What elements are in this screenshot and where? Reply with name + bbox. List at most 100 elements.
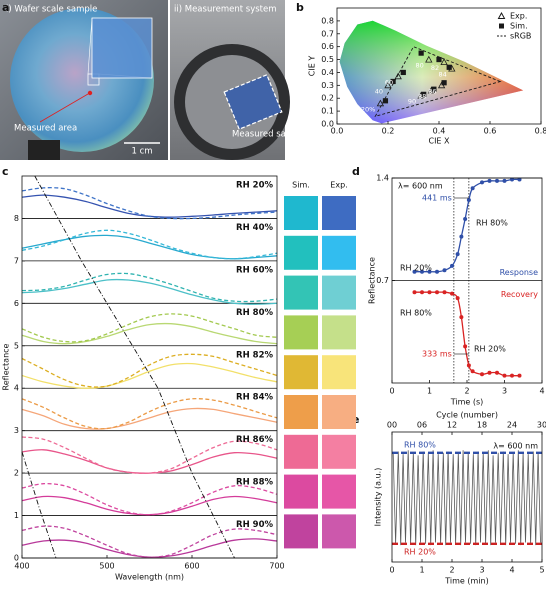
x-tick-label: 0.2 xyxy=(382,127,395,136)
sim-point xyxy=(446,64,452,70)
panel-label: c xyxy=(2,165,9,178)
data-point xyxy=(427,290,432,295)
exp-swatch xyxy=(322,514,356,549)
x-tick-label: 0.6 xyxy=(484,127,497,136)
sim-curve xyxy=(21,362,278,389)
x-tick-label: 600 xyxy=(184,562,199,571)
y-tick-label: 0.3 xyxy=(321,81,334,90)
panel-label: a xyxy=(2,1,9,14)
point-label: 60 xyxy=(385,78,393,86)
y-tick-label: 0.0 xyxy=(321,120,334,129)
point-label: 88 xyxy=(418,92,426,100)
series-label: Response xyxy=(500,268,539,277)
y-tick-label: 0.2 xyxy=(321,94,334,103)
level-label: RH 20% xyxy=(404,547,436,556)
plot-frame xyxy=(391,431,543,563)
y-tick-label: 0.4 xyxy=(321,68,334,77)
data-point xyxy=(495,370,499,375)
annotation: 441 ms xyxy=(422,194,452,203)
x-tick-label: 3 xyxy=(479,566,484,575)
zoom-inset xyxy=(91,17,153,79)
point-label: 80 xyxy=(416,62,424,70)
scale-label: 1 cm xyxy=(131,147,152,157)
data-point xyxy=(427,269,432,274)
data-point xyxy=(459,234,464,239)
data-point xyxy=(517,177,522,182)
x-tick-label: 12 xyxy=(447,421,457,430)
x-axis-label: Time (s) xyxy=(450,398,484,407)
sim-swatch xyxy=(284,434,318,469)
x-tick-label: 18 xyxy=(477,421,487,430)
data-point xyxy=(435,290,439,295)
sim-point xyxy=(436,56,442,63)
x-tick-label: 00 xyxy=(387,421,397,430)
exp-curve xyxy=(21,525,278,558)
exp-curve xyxy=(21,187,278,220)
data-point xyxy=(517,373,522,378)
y-tick-label: 5 xyxy=(14,341,19,350)
sim-swatch xyxy=(284,514,318,549)
exp-curve xyxy=(21,229,278,260)
x-tick-label: 0 xyxy=(389,387,394,396)
point-label: 84 xyxy=(438,71,446,79)
x2-axis-label: Cycle (number) xyxy=(436,411,498,420)
legend-key xyxy=(497,11,506,19)
x-tick-label: 400 xyxy=(14,562,29,571)
swatch-header: Sim. xyxy=(292,181,310,190)
exp-point xyxy=(394,72,402,80)
group-label: RH 86% xyxy=(236,435,273,445)
sim-curve xyxy=(21,495,278,516)
fit-line xyxy=(414,291,520,377)
sim-curve xyxy=(21,194,278,218)
x-tick-label: 0 xyxy=(389,566,394,575)
y-tick-label: 0.6 xyxy=(321,42,334,51)
measured-point xyxy=(87,90,93,96)
x-tick-label: 24 xyxy=(507,421,517,430)
data-point xyxy=(480,180,484,185)
tweezers xyxy=(28,140,60,160)
series-label: Recovery xyxy=(501,290,538,299)
legend-label: Exp. xyxy=(510,12,527,21)
sim-swatch xyxy=(284,275,318,310)
exp-point xyxy=(384,81,392,89)
group-label: RH 60% xyxy=(236,265,273,275)
data-point xyxy=(510,373,514,378)
x-axis-label: CIE X xyxy=(428,137,450,146)
y-tick-label: 3 xyxy=(14,426,19,435)
group-label: RH 90% xyxy=(236,520,273,530)
photo-title: ii) Measurement system xyxy=(174,5,277,15)
data-point xyxy=(463,217,468,221)
peak-track xyxy=(34,175,235,559)
y-axis-label: Intensity (a.u.) xyxy=(374,468,383,527)
data-point xyxy=(463,344,468,349)
y-tick-label: 4 xyxy=(14,384,19,393)
sim-swatch xyxy=(284,196,318,230)
intensity-trace xyxy=(392,450,541,546)
sim-curve xyxy=(21,407,278,430)
x-tick-label: 0.8 xyxy=(535,127,546,136)
y-tick-label: 0.1 xyxy=(321,107,334,116)
legend-label: sRGB xyxy=(510,32,531,41)
exp-curve xyxy=(21,397,278,430)
exp-curve xyxy=(21,353,278,388)
swatch-header: Exp. xyxy=(330,181,347,190)
data-point xyxy=(412,269,417,274)
data-point xyxy=(420,269,424,274)
point-label: 86 xyxy=(428,87,436,95)
point-label: 82 xyxy=(431,64,439,72)
annotation: λ= 600 nm xyxy=(398,182,443,191)
sim-curve xyxy=(21,538,278,558)
y-tick-label: 6 xyxy=(14,299,19,308)
data-point xyxy=(502,178,507,183)
photo-label: Measured sample xyxy=(232,130,307,140)
group-label: RH 20% xyxy=(236,181,273,191)
data-point xyxy=(412,290,417,295)
sim-curve xyxy=(21,278,278,305)
y-axis-label: Reflectance xyxy=(368,257,377,304)
y-tick-label: 0.8 xyxy=(321,16,334,25)
data-point xyxy=(450,291,454,296)
point-label: 40 xyxy=(375,87,383,95)
exp-curve xyxy=(21,482,278,516)
x-tick-label: 4 xyxy=(509,566,514,575)
exp-swatch xyxy=(322,395,356,429)
